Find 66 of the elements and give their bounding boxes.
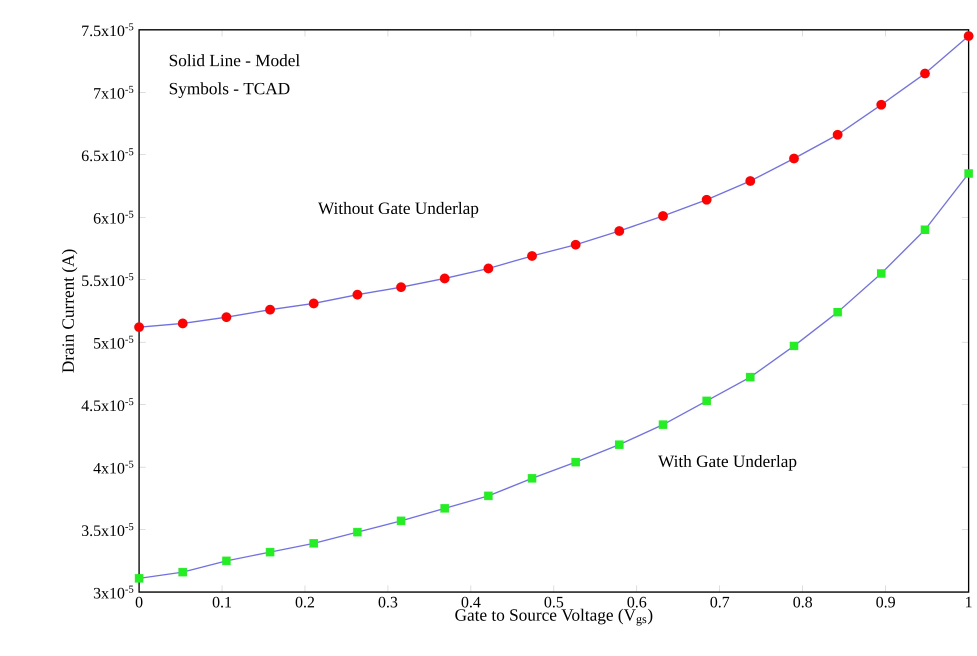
point [832,130,843,140]
point [440,274,450,284]
y-tick-label: 6x10$^{-5}$ [94,210,134,224]
point [964,169,973,178]
point [658,420,668,430]
point [570,240,581,250]
x-tick-label: 0.1 [212,596,232,608]
point [222,556,231,566]
point [353,528,362,537]
y-tick-label: 5x10$^{-5}$ [94,336,134,349]
point [876,100,886,110]
point [920,226,930,234]
y-tick-label: 3x10$^{-5}$ [94,586,134,599]
point [702,396,711,406]
point [308,298,319,309]
y-tick-label: 6.5x10$^{-5}$ [82,148,134,162]
x-tick-label: 0.9 [876,596,895,608]
point [483,264,494,274]
point [484,492,493,500]
point [833,308,842,317]
y-tick-label: 4.5x10$^{-5}$ [82,398,134,412]
point [222,312,232,322]
point [265,304,275,315]
annotation: Without Gate Underlap [318,202,478,218]
y-tick-label: 5.5x10$^{-5}$ [82,273,134,286]
y-tick-label: 7x10$^{-5}$ [94,86,134,99]
x-tick-label: 0.5 [544,596,564,608]
point [309,539,318,548]
point [352,290,362,300]
x-tick-label: 0.6 [627,596,646,608]
point [527,251,537,262]
point [615,440,624,450]
x-tick-label: 0.7 [710,596,730,608]
x-tick-label: 0 [136,596,142,608]
annotation: Symbols - TCAD [170,82,290,98]
point [178,318,188,328]
point [790,342,798,350]
x-tick-label: 0.4 [462,596,481,608]
point [396,516,406,526]
y-tick-label: 7.5x10$^{-5}$ [82,23,134,36]
point [528,474,536,483]
point [614,226,624,236]
point [266,548,274,556]
annotation: Solid Line - Model [170,54,300,66]
y-tick-label: 3.5x10$^{-5}$ [82,523,134,536]
point [745,176,756,186]
y-axis-title: Drain Current (A) [62,250,78,373]
point [134,322,144,332]
annotation: With Gate Underlap [658,455,796,471]
point [658,211,668,222]
point [134,574,144,583]
x-tick-label: 0.3 [378,596,398,608]
point [920,68,930,79]
x-tick-label: 0.8 [793,596,812,608]
point [178,568,187,576]
point [702,194,712,205]
point [877,269,886,278]
x-axis-title: Gate to Source Voltage (V$_{gs}$) [455,608,652,626]
y-tick-label: 4x10$^{-5}$ [93,460,134,474]
x-tick-label: 1 [966,596,972,608]
point [571,458,580,467]
point [396,282,406,292]
point [440,504,449,513]
point [789,154,799,164]
x-tick-label: 0.2 [296,596,314,608]
point [746,373,755,382]
